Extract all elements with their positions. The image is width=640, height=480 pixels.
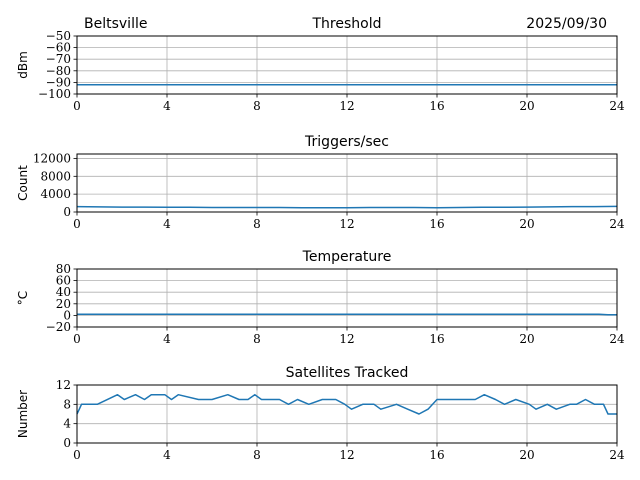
y-tick-label: 60 xyxy=(56,274,71,288)
y-tick-label: 0 xyxy=(63,205,71,219)
x-tick-label: 8 xyxy=(253,332,261,346)
y-tick-label: 80 xyxy=(56,262,71,276)
x-tick-label: 20 xyxy=(519,217,534,231)
x-tick-label: 24 xyxy=(609,217,625,231)
x-tick-label: 0 xyxy=(73,332,81,346)
x-tick-label: 12 xyxy=(339,448,354,462)
y-tick-label: −50 xyxy=(46,29,71,43)
y-tick-label: 0 xyxy=(63,308,71,322)
y-tick-label: 8 xyxy=(63,397,71,411)
x-tick-label: 8 xyxy=(253,448,261,462)
x-tick-label: 4 xyxy=(163,217,171,231)
station-name: Beltsville xyxy=(84,16,147,32)
x-tick-label: 0 xyxy=(73,448,81,462)
x-tick-label: 12 xyxy=(339,217,354,231)
panel-title: Temperature xyxy=(302,249,392,265)
panel-title: Triggers/sec xyxy=(304,134,389,150)
series-line xyxy=(76,393,617,415)
panel-1: 0 4 8 12 16 20 24 −100−90−80−70−60−50 Threshold d… xyxy=(16,16,625,113)
x-tick-label: 12 xyxy=(339,99,354,113)
y-axis-label: Count xyxy=(16,165,30,201)
x-tick-label: 16 xyxy=(429,217,444,231)
x-tick-label: 20 xyxy=(519,332,534,346)
series-line xyxy=(76,205,618,209)
y-tick-label: −60 xyxy=(46,41,71,55)
chart-panels: 0 4 8 12 16 20 24 −100−90−80−70−60−50 Threshold d… xyxy=(16,16,625,462)
y-axis-label: °C xyxy=(16,291,30,305)
y-tick-label: 0 xyxy=(63,436,71,450)
x-tick-label: 16 xyxy=(429,99,444,113)
x-tick-label: 16 xyxy=(429,448,444,462)
y-tick-label: −90 xyxy=(46,75,71,89)
x-tick-label: 8 xyxy=(253,99,261,113)
x-tick-label: 4 xyxy=(163,332,171,346)
y-tick-label: −20 xyxy=(46,320,71,334)
y-tick-label: 4 xyxy=(63,417,71,431)
y-tick-label: 8000 xyxy=(40,169,71,183)
x-tick-label: 0 xyxy=(73,217,81,231)
series-line xyxy=(77,313,617,316)
panel-4: 0 4 8 12 16 20 24 0 4 8 12 Satellites Tracked Number xyxy=(16,365,625,462)
y-axis-label: Number xyxy=(16,390,30,438)
x-tick-label: 24 xyxy=(609,99,625,113)
y-tick-label: 40 xyxy=(56,285,71,299)
y-tick-label: 12 xyxy=(56,378,71,392)
panel-title: Threshold xyxy=(312,16,382,32)
y-axis-label: dBm xyxy=(16,51,30,79)
panel-title: Satellites Tracked xyxy=(286,365,409,381)
x-tick-label: 24 xyxy=(609,332,625,346)
y-tick-label: 12000 xyxy=(33,151,71,165)
y-tick-label: 4000 xyxy=(40,187,71,201)
report-date: 2025/09/30 xyxy=(526,16,607,32)
x-tick-label: 16 xyxy=(429,332,444,346)
y-tick-label: −100 xyxy=(38,87,71,101)
x-tick-label: 12 xyxy=(339,332,354,346)
y-tick-label: 20 xyxy=(56,297,71,311)
x-tick-label: 24 xyxy=(609,448,625,462)
x-tick-label: 20 xyxy=(519,448,534,462)
x-tick-label: 8 xyxy=(253,217,261,231)
x-tick-label: 0 xyxy=(73,99,81,113)
x-tick-label: 4 xyxy=(163,448,171,462)
y-tick-label: −80 xyxy=(46,64,71,78)
panel-2: 0 4 8 12 16 20 24 0 4000 8000 12000 Triggers/sec Cou… xyxy=(16,134,625,231)
x-tick-label: 4 xyxy=(163,99,171,113)
y-tick-label: −70 xyxy=(46,52,71,66)
x-tick-label: 20 xyxy=(519,99,534,113)
